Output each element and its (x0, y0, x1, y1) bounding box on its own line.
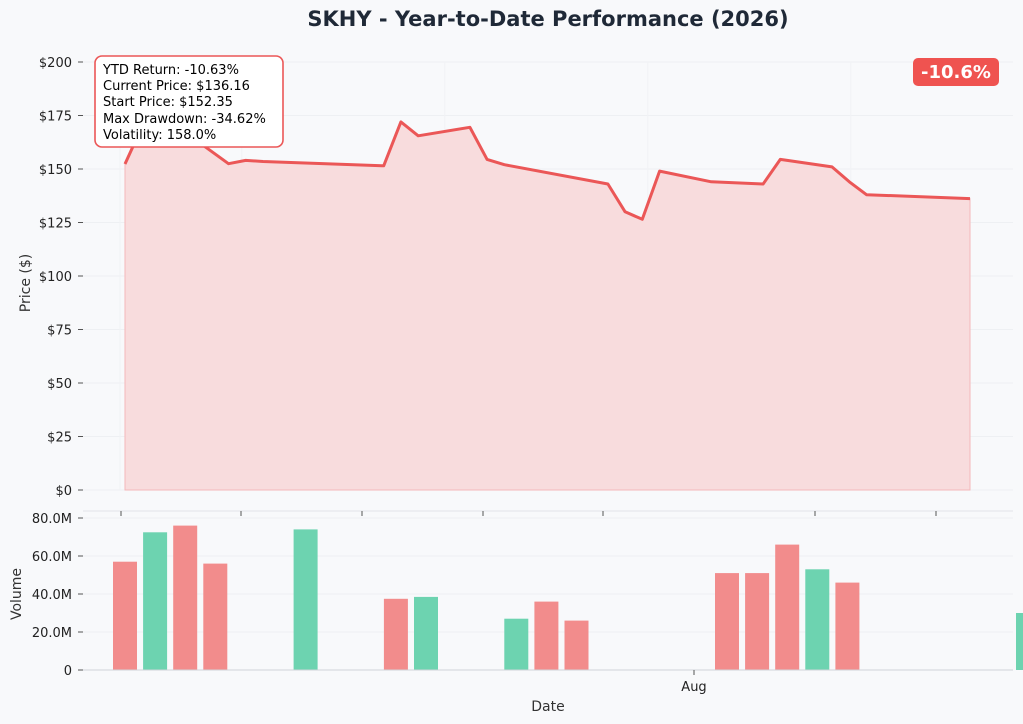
volume-bar (1016, 613, 1023, 670)
volume-bar (534, 601, 559, 670)
price-y-tick-label: $150 (39, 163, 72, 178)
volume-bar (414, 596, 438, 670)
volume-bar (143, 532, 168, 671)
price-y-tick-label: $25 (47, 431, 72, 446)
volume-bar (113, 561, 137, 670)
price-y-tick-label: $75 (47, 324, 72, 339)
volume-bar (805, 569, 830, 670)
volume-bar (564, 620, 589, 670)
volume-bar (835, 582, 860, 670)
chart-title: SKHY - Year-to-Date Performance (2026) (307, 7, 788, 31)
price-y-tick-label: $0 (55, 484, 72, 499)
price-y-tick-label: $200 (39, 56, 72, 71)
price-y-tick-label: $50 (47, 377, 72, 392)
price-y-tick-label: $125 (39, 217, 72, 232)
stats-current-price: Current Price: $136.16 (103, 79, 250, 94)
volume-y-tick-label: 20.0M (32, 626, 72, 641)
volume-y-tick-label: 40.0M (32, 588, 72, 603)
volume-bar (383, 598, 408, 671)
volume-bar (745, 573, 770, 670)
volume-bar (203, 563, 228, 670)
stats-ytd-return: YTD Return: -10.63% (102, 63, 239, 78)
volume-x-tick-label: Aug (681, 680, 706, 695)
return-badge-background (913, 58, 999, 86)
stats-start-price: Start Price: $152.35 (103, 95, 233, 110)
volume-bar (775, 544, 800, 670)
price-area (123, 120, 971, 491)
return-badge: -10.6% (913, 58, 999, 86)
volume-bar (504, 618, 529, 670)
volume-x-axis-label: Date (531, 699, 564, 715)
volume-bar (293, 529, 318, 670)
price-y-tick-label: $175 (39, 110, 72, 125)
price-line (123, 120, 971, 221)
price-y-tick-label: $100 (39, 270, 72, 285)
volume-bar (173, 525, 198, 670)
stats-max-drawdown: Max Drawdown: -34.62% (103, 112, 266, 127)
volume-x-ticks: Aug (681, 670, 707, 695)
stats-box: YTD Return: -10.63% Current Price: $136.… (94, 55, 284, 148)
stats-box-frame (94, 55, 284, 148)
return-badge-text: -10.6% (921, 62, 991, 83)
volume-y-axis-label: Volume (9, 568, 25, 620)
volume-y-tick-label: 0 (64, 664, 72, 679)
volume-y-ticks: 0 20.0M 40.0M 60.0M 80.0M (32, 512, 83, 679)
stats-volatility: Volatility: 158.0% (103, 128, 216, 143)
volume-y-tick-label: 80.0M (32, 512, 72, 527)
volume-y-tick-label: 60.0M (32, 550, 72, 565)
volume-bar (715, 573, 739, 670)
volume-bars (113, 525, 1023, 671)
price-y-ticks: $0 $25 $50 $75 $100 $125 $150 $175 $200 (39, 56, 83, 499)
price-y-axis-label: Price ($) (18, 254, 34, 312)
price-x-ticks (120, 511, 937, 516)
